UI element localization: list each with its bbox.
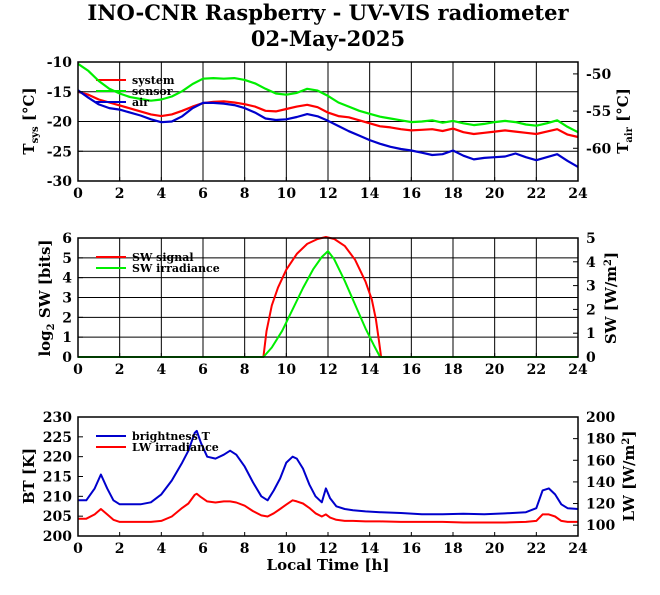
x-tick-label: 24 [568,541,588,557]
x-tick-label: 20 [485,362,505,378]
x-tick-label: 10 [277,541,297,557]
y-tick-label-right: -50 [586,67,612,83]
y-tick-label-left: 0 [62,350,72,366]
x-tick-label: 16 [402,186,421,202]
x-tick-label: 4 [156,541,166,557]
y-tick-label-right: 140 [586,475,615,491]
y-tick-label-right: 180 [586,432,615,448]
series-line-lw-irradiance [78,492,578,524]
figure-title: INO-CNR Raspberry - UV-VIS radiometer [87,0,569,25]
y-tick-label-left: -10 [47,55,73,71]
x-tick-label: 22 [527,541,546,557]
y-tick-label-left: 225 [43,430,72,446]
y-tick-label-left: -25 [47,144,72,160]
legend-label: brightness T [132,430,211,443]
x-tick-label: 0 [73,541,83,557]
y-tick-label-left: 230 [43,410,72,426]
y-tick-label-left: 4 [62,271,72,287]
panel1-left-ylabel: Tsys [°C] [20,87,41,154]
figure-date: 02-May-2025 [251,26,405,51]
x-tick-label: 18 [443,362,462,378]
legend-label: LW irradiance [132,441,219,454]
x-tick-label: 2 [115,541,125,557]
y-tick-label-left: 220 [43,450,72,466]
x-tick-label: 0 [73,186,83,202]
y-tick-label-right: 0 [586,350,596,366]
x-tick-label: 24 [568,362,588,378]
y-tick-label-left: -30 [47,174,73,190]
legend-label: SW irradiance [132,262,220,275]
x-tick-label: 18 [443,541,462,557]
panel1-right-ylabel: Tair [°C] [614,88,635,154]
y-tick-label-right: 100 [586,518,615,534]
y-tick-label-right: 5 [586,231,596,247]
series-line-air [77,89,579,168]
y-tick-label-left: 215 [43,470,72,486]
x-tick-label: 16 [402,541,421,557]
x-tick-label: 18 [443,186,462,202]
y-tick-label-right: 200 [586,410,615,426]
x-tick-label: 14 [360,186,380,202]
x-tick-label: 24 [568,186,588,202]
panel3-left-ylabel: BT [K] [20,448,38,504]
y-tick-label-left: 200 [43,529,72,545]
series-line-sensor [77,62,579,134]
y-tick-label-right: -55 [586,104,611,120]
y-tick-label-right: 3 [586,279,596,295]
y-tick-label-right: -60 [586,141,612,157]
panel2-left-ylabel: log2 SW [bits] [36,239,57,356]
x-tick-label: 20 [485,541,505,557]
x-tick-label: 8 [240,362,250,378]
legend-label: system [132,74,175,87]
x-tick-label: 12 [318,186,337,202]
x-tick-label: 6 [198,541,208,557]
y-tick-label-left: 3 [62,291,72,307]
y-tick-label-left: 205 [43,509,72,525]
x-tick-label: 6 [198,186,208,202]
y-tick-label-left: 2 [62,310,72,326]
legend-label: SW signal [132,251,194,264]
y-tick-label-left: -20 [47,115,73,131]
panel3-right-ylabel: LW [W/m2] [620,431,638,522]
series-line-system [77,90,579,139]
x-tick-label: 8 [240,541,250,557]
x-tick-label: 12 [318,541,337,557]
series-line-sw-signal [78,236,578,358]
series-line-sw-irradiance [78,250,578,358]
x-tick-label: 14 [360,541,380,557]
x-tick-label: 22 [527,362,546,378]
y-tick-label-right: 2 [586,302,596,318]
x-tick-label: 4 [156,186,166,202]
y-tick-label-right: 1 [586,326,596,342]
y-tick-label-right: 4 [586,255,596,271]
x-tick-label: 6 [198,362,208,378]
x-tick-label: 4 [156,362,166,378]
y-tick-label-right: 160 [586,453,615,469]
y-tick-label-left: -15 [47,85,72,101]
x-tick-label: 2 [115,186,125,202]
x-tick-label: 16 [402,362,421,378]
x-tick-label: 22 [527,186,546,202]
x-tick-label: 8 [240,186,250,202]
x-tick-label: 12 [318,362,337,378]
x-tick-label: 20 [485,186,505,202]
x-tick-label: 14 [360,362,380,378]
series-line-brightness-t [78,429,579,516]
y-tick-label-left: 1 [62,330,72,346]
panel2-right-ylabel: SW [W/m2] [602,252,620,344]
legend-label: sensor [132,85,173,98]
y-tick-label-left: 5 [62,251,72,267]
y-tick-label-left: 6 [62,231,72,247]
x-tick-label: 0 [73,362,83,378]
x-tick-label: 10 [277,186,297,202]
legend-label: air [132,96,149,109]
x-axis-label: Local Time [h] [267,556,390,574]
y-tick-label-left: 210 [43,489,72,505]
x-tick-label: 2 [115,362,125,378]
y-tick-label-right: 120 [586,497,615,513]
x-tick-label: 10 [277,362,297,378]
